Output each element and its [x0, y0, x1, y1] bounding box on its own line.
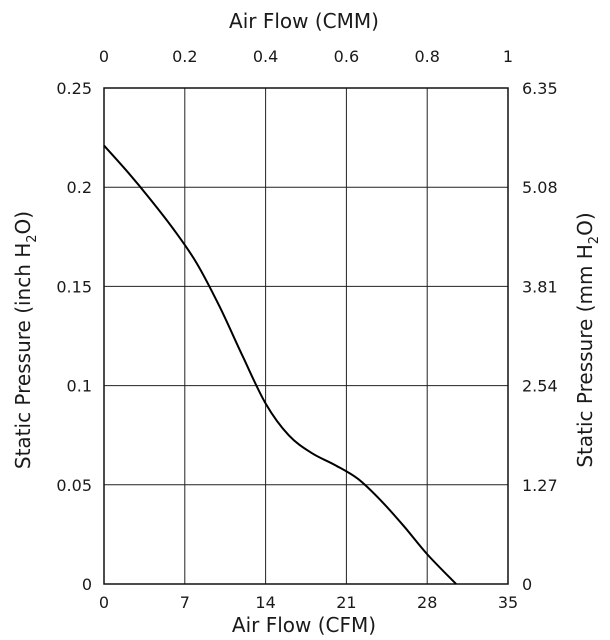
x-tick-label: 21: [336, 593, 356, 612]
y2-tick-label: 3.81: [522, 277, 558, 296]
pressure-flow-curve: [103, 144, 457, 585]
x-tick-label: 35: [498, 593, 518, 612]
y2-axis-title-prefix: Static Pressure (mm H: [573, 244, 597, 467]
y2-axis-title-sub: 2: [587, 236, 602, 244]
x-axis-title-cfm: Air Flow (CFM): [232, 613, 376, 637]
plot-frame: [103, 87, 509, 585]
x2-tick-label: 0.4: [253, 47, 278, 66]
y-tick-label: 0: [82, 575, 92, 594]
y2-tick-label: 5.08: [522, 178, 558, 197]
x2-tick-label: 0.6: [334, 47, 359, 66]
y-tick-label: 0.25: [56, 79, 92, 98]
y-axis-title-inch: Static Pressure (inch H2O): [11, 211, 40, 469]
grid-lines: [104, 88, 508, 584]
y-axis-title-sub: 2: [25, 234, 40, 242]
y-axis-title-prefix: Static Pressure (inch H: [11, 243, 35, 469]
y2-tick-label: 0: [522, 575, 532, 594]
y2-tick-label: 6.35: [522, 79, 558, 98]
y-axis-title-suffix: O): [11, 211, 35, 235]
x-tick-label: 28: [417, 593, 437, 612]
x-tick-label: 7: [180, 593, 190, 612]
y-tick-label: 0.05: [56, 476, 92, 495]
y-tick-label: 0.2: [67, 178, 92, 197]
x2-axis-title-cmm: Air Flow (CMM): [229, 9, 379, 33]
x2-tick-label: 1: [503, 47, 513, 66]
y2-axis-title-suffix: O): [573, 212, 597, 236]
x2-tick-label: 0.8: [414, 47, 439, 66]
x-tick-label: 0: [99, 593, 109, 612]
x-tick-label: 14: [255, 593, 275, 612]
y-tick-label: 0.1: [67, 377, 92, 396]
y-tick-label: 0.15: [56, 277, 92, 296]
y2-tick-label: 2.54: [522, 377, 558, 396]
tick-labels: 0 7 14 21 28 350 0.2 0.4 0.6 0.8 100.050.10.150.20…: [56, 47, 557, 612]
y2-axis-title-mm: Static Pressure (mm H2O): [573, 212, 602, 467]
y2-tick-label: 1.27: [522, 476, 558, 495]
x2-tick-label: 0: [99, 47, 109, 66]
x2-tick-label: 0.2: [172, 47, 197, 66]
